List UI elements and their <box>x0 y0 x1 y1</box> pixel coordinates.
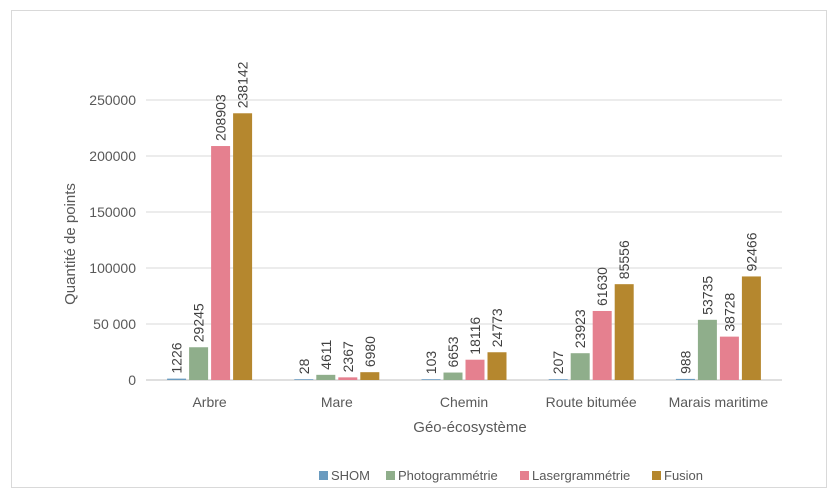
y-tick-label: 250000 <box>89 92 136 108</box>
legend-label: Photogrammétrie <box>398 468 498 483</box>
bar <box>465 359 485 380</box>
y-tick-label: 50 000 <box>93 316 136 332</box>
y-tick-label: 100000 <box>89 260 136 276</box>
bar <box>443 372 463 380</box>
bars <box>167 113 761 381</box>
y-tick-label: 200000 <box>89 148 136 164</box>
bar <box>548 379 568 380</box>
bar <box>338 377 358 380</box>
legend-label: Lasergrammétrie <box>532 468 630 483</box>
legend-swatch <box>652 471 661 480</box>
data-label: 29245 <box>191 303 207 342</box>
bar <box>189 347 209 380</box>
x-tick-label: Marais maritime <box>669 394 769 410</box>
x-axis-title: Géo-écosystème <box>413 419 526 436</box>
bar <box>614 284 634 380</box>
data-label: 4611 <box>318 340 334 370</box>
data-label: 1226 <box>169 342 185 373</box>
data-label: 28 <box>296 358 312 374</box>
data-labels: 1226 29245 208903 238142 28 4611 2367 6980 103 66… <box>169 61 760 374</box>
bar <box>675 378 695 380</box>
bar <box>360 372 380 380</box>
x-tick-label: Arbre <box>192 394 226 410</box>
legend-swatch <box>520 471 529 480</box>
data-label: 61630 <box>594 267 610 306</box>
bar <box>211 146 231 380</box>
y-tick-label: 0 <box>128 372 136 388</box>
legend-swatch <box>386 471 395 480</box>
data-label: 92466 <box>743 232 759 271</box>
legend: SHOM Photogrammétrie Lasergrammétrie Fusion <box>319 468 703 483</box>
bar <box>167 378 187 380</box>
data-label: 6653 <box>445 336 461 367</box>
x-tick-label: Mare <box>321 394 353 410</box>
data-label: 208903 <box>213 94 229 141</box>
legend-swatch <box>319 471 328 480</box>
data-label: 18116 <box>467 317 483 355</box>
bar <box>719 336 739 380</box>
y-axis-title: Quantité de points <box>62 183 79 305</box>
bar <box>421 379 441 380</box>
data-label: 2367 <box>340 341 356 372</box>
bar <box>294 379 314 380</box>
bar <box>570 353 590 380</box>
legend-label: SHOM <box>331 468 370 483</box>
chart-frame <box>11 10 827 488</box>
bar <box>592 310 612 380</box>
x-axis-ticks: Arbre Mare Chemin Route bitumée Marais marit… <box>192 394 768 410</box>
bar <box>487 352 507 380</box>
bar <box>697 319 717 380</box>
bar <box>233 113 253 381</box>
bar <box>316 374 336 380</box>
data-label: 207 <box>550 351 566 375</box>
data-label: 24773 <box>489 308 505 347</box>
data-label: 53735 <box>699 276 715 315</box>
data-label: 23923 <box>572 309 588 348</box>
data-label: 6980 <box>362 336 378 367</box>
data-label: 103 <box>423 351 439 375</box>
x-tick-label: Chemin <box>440 394 488 410</box>
data-label: 85556 <box>616 240 632 279</box>
bar <box>741 276 761 380</box>
data-label: 38728 <box>721 292 737 331</box>
y-tick-label: 150000 <box>89 204 136 220</box>
legend-label: Fusion <box>664 468 703 483</box>
data-label: 238142 <box>235 61 251 108</box>
x-tick-label: Route bitumée <box>546 394 637 410</box>
data-label: 988 <box>677 350 693 374</box>
